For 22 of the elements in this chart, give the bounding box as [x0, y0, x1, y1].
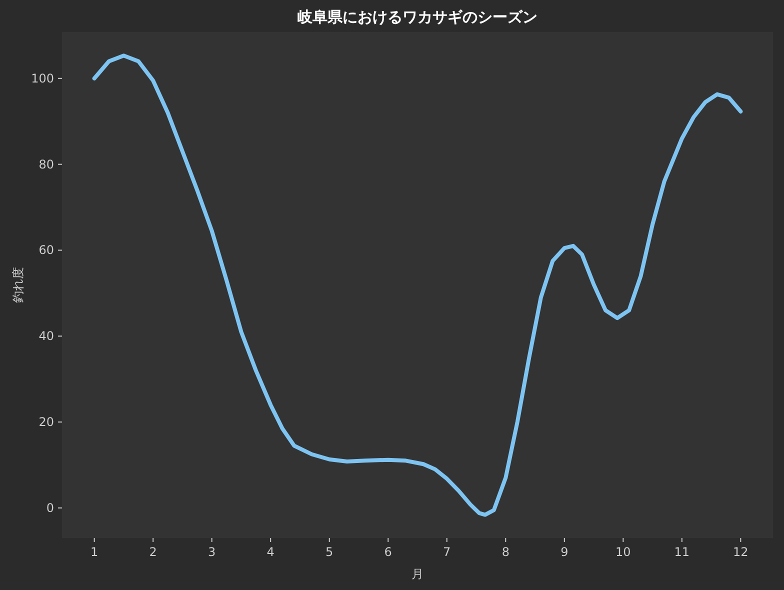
x-tick-label: 11 [674, 545, 690, 559]
line-series [92, 54, 743, 517]
x-tick-label: 10 [616, 545, 631, 559]
y-tick-label: 0 [46, 500, 54, 515]
x-axis-title: 月 [412, 567, 424, 581]
y-axis-title: 釣れ度 [11, 267, 25, 303]
x-tick-label: 7 [443, 545, 451, 559]
y-tick-label: 40 [38, 329, 54, 344]
y-tick-label: 80 [38, 157, 54, 172]
y-tick-label: 100 [31, 71, 54, 86]
y-tick-label: 60 [38, 243, 54, 258]
x-tick-label: 8 [502, 545, 510, 559]
x-tick-label: 1 [90, 545, 98, 559]
chart-title: 岐阜県におけるワカサギのシーズン [298, 8, 538, 26]
x-tick-label: 2 [149, 545, 157, 559]
x-tick-label: 12 [733, 545, 748, 559]
x-tick-label: 6 [384, 545, 392, 559]
x-tick-label: 4 [266, 545, 274, 559]
x-tick-label: 5 [326, 545, 334, 559]
x-tick-label: 9 [560, 545, 568, 559]
x-tick-label: 3 [208, 545, 216, 559]
y-tick-label: 20 [38, 415, 54, 430]
